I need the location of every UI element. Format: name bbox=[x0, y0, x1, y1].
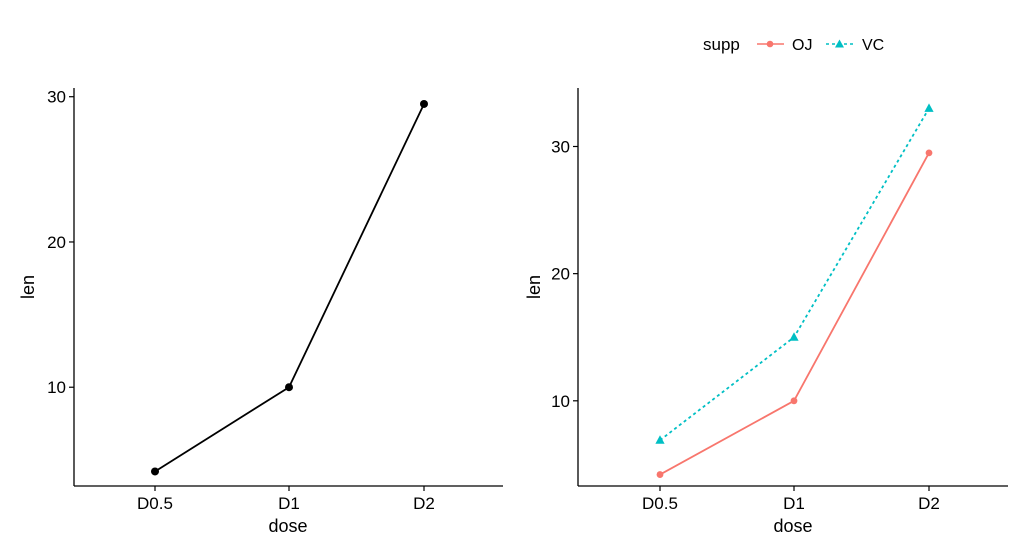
right-y-ticks: 10 20 30 bbox=[551, 137, 578, 411]
legend-oj-marker bbox=[766, 40, 774, 48]
right-vc-point-D0.5 bbox=[655, 435, 665, 444]
right-vc-point-D2 bbox=[924, 103, 934, 112]
right-panel: 10 20 30 D0.5 D1 D2 dose len bbox=[524, 88, 1008, 536]
right-oj-line bbox=[659, 152, 930, 476]
right-y-tick-label-30: 30 bbox=[551, 137, 570, 156]
left-series-line bbox=[154, 103, 425, 473]
right-x-axis-title: dose bbox=[773, 516, 812, 536]
right-x-tick-label-D2: D2 bbox=[918, 494, 940, 513]
left-x-tick-label-D1: D1 bbox=[278, 494, 300, 513]
left-x-axis-title: dose bbox=[268, 516, 307, 536]
left-panel: 10 20 30 D0.5 D1 D2 dose len bbox=[18, 88, 503, 536]
right-x-tick-label-D0.5: D0.5 bbox=[642, 494, 678, 513]
right-oj-point-D1 bbox=[790, 397, 798, 405]
left-y-axis-title: len bbox=[18, 275, 38, 299]
right-oj-point-D0.5 bbox=[656, 471, 664, 478]
right-y-tick-label-10: 10 bbox=[551, 392, 570, 411]
right-series-layer bbox=[655, 103, 934, 478]
legend-item-oj: OJ bbox=[757, 37, 812, 54]
right-oj-point-D2 bbox=[925, 149, 933, 157]
legend-oj-label: OJ bbox=[792, 37, 812, 54]
right-y-tick-label-20: 20 bbox=[551, 265, 570, 284]
left-x-tick-label-D0.5: D0.5 bbox=[137, 494, 173, 513]
right-x-ticks: D0.5 D1 D2 bbox=[642, 486, 940, 513]
left-series-layer bbox=[151, 99, 428, 476]
left-series-point-D2 bbox=[420, 99, 428, 108]
legend-vc-marker bbox=[835, 39, 844, 48]
left-y-tick-label-20: 20 bbox=[47, 233, 66, 252]
legend-item-vc: VC bbox=[826, 37, 884, 54]
left-y-ticks: 10 20 30 bbox=[47, 88, 74, 397]
legend-vc-label: VC bbox=[862, 37, 884, 54]
right-y-axis-title: len bbox=[524, 275, 544, 299]
left-series-point-D0.5 bbox=[151, 467, 159, 476]
legend-title: supp bbox=[703, 35, 740, 54]
left-x-ticks: D0.5 D1 D2 bbox=[137, 486, 435, 513]
left-x-tick-label-D2: D2 bbox=[413, 494, 435, 513]
legend: supp OJ VC bbox=[703, 35, 884, 54]
left-y-tick-label-30: 30 bbox=[47, 88, 66, 107]
left-y-tick-label-10: 10 bbox=[47, 378, 66, 397]
right-vc-point-D1 bbox=[789, 332, 799, 341]
right-vc-line bbox=[659, 107, 930, 441]
left-series-point-D1 bbox=[285, 383, 293, 392]
right-x-tick-label-D1: D1 bbox=[783, 494, 805, 513]
